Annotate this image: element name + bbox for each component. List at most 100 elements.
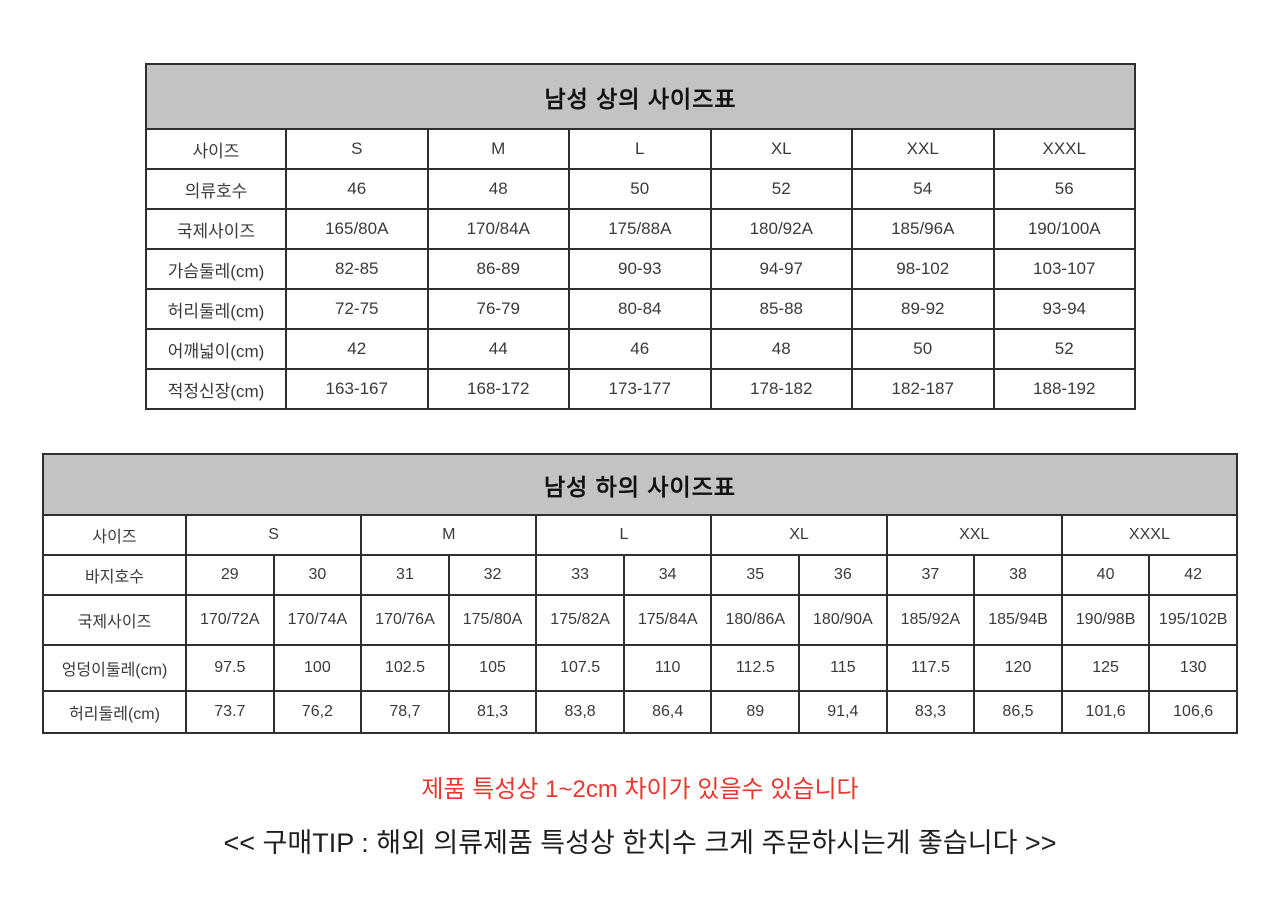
table-cell: 89 [710,690,801,734]
table-cell: 86,5 [973,690,1063,734]
table-cell: 91,4 [798,690,888,734]
table-cell: 54 [851,168,995,210]
row-label: 어깨넓이(cm) [145,328,287,370]
table-cell: 78,7 [360,690,450,734]
table-cell: 76,2 [272,690,363,734]
table-cell: 40 [1060,554,1151,596]
table-cell: 32 [447,554,538,596]
size-header-cell: L [535,514,713,556]
size-header-cell: M [360,514,538,556]
table-cell: 50 [568,168,712,210]
table-cell: 85-88 [709,288,853,330]
table-cell: 50 [851,328,995,370]
table-cell: 170/74A [272,594,363,646]
table-cell: 93-94 [992,288,1136,330]
mens-bottom-table-title: 남성 하의 사이즈표 [42,453,1238,516]
table-cell: XXXL [992,128,1136,170]
mens-top-size-table: 남성 상의 사이즈표 사이즈 S M L XL XXL XXXL 의류호수 46 48 50 52 54… [145,63,1136,410]
table-cell: M [426,128,570,170]
table-row: 국제사이즈 165/80A 170/84A 175/88A 180/92A 185/96A… [145,208,1136,250]
table-cell: 86-89 [426,248,570,290]
table-row: 사이즈 S M L XL XXL XXXL [42,514,1239,556]
row-label: 허리둘레(cm) [42,690,187,734]
table-cell: L [568,128,712,170]
row-label: 사이즈 [42,514,187,556]
table-cell: 73.7 [185,690,275,734]
table-cell: 102.5 [360,644,450,692]
table-cell: 120 [973,644,1063,692]
table-cell: 185/92A [885,594,976,646]
table-cell: 36 [798,554,888,596]
table-cell: 180/86A [710,594,801,646]
table-row: 의류호수 46 48 50 52 54 56 [145,168,1136,210]
table-cell: 106,6 [1148,690,1238,734]
table-cell: 185/94B [973,594,1063,646]
table-cell: 168-172 [426,368,570,410]
mens-top-table-title: 남성 상의 사이즈표 [145,63,1136,130]
table-cell: 52 [709,168,853,210]
mens-bottom-size-table: 남성 하의 사이즈표 사이즈 S M L XL XXL XXXL 바지호수 29 30 31 32 33… [42,453,1239,734]
purchase-tip-text: << 구매TIP : 해외 의류제품 특성상 한치수 크게 주문하시는게 좋습니… [223,828,1057,858]
table-cell: 180/92A [709,208,853,250]
table-cell: 163-167 [285,368,429,410]
table-row: 어깨넓이(cm) 42 44 46 48 50 52 [145,328,1136,370]
table-cell: 125 [1060,644,1151,692]
table-cell: 76-79 [426,288,570,330]
table-cell: 195/102B [1148,594,1238,646]
size-header-cell: XL [710,514,888,556]
table-cell: 48 [709,328,853,370]
row-label: 적정신장(cm) [145,368,287,410]
table-cell: 46 [568,328,712,370]
table-cell: 182-187 [851,368,995,410]
table-row: 엉덩이둘레(cm) 97.5 100 102.5 105 107.5 110 112.5 115… [42,644,1238,692]
table-cell: 42 [285,328,429,370]
table-cell: 89-92 [851,288,995,330]
table-cell: 170/72A [185,594,275,646]
table-cell: 33 [535,554,625,596]
table-cell: 180/90A [798,594,888,646]
table-cell: 86,4 [622,690,713,734]
table-cell: 31 [360,554,450,596]
row-label: 바지호수 [42,554,187,596]
row-label: 엉덩이둘레(cm) [42,644,187,692]
table-cell: 188-192 [992,368,1136,410]
table-cell: 98-102 [851,248,995,290]
table-cell: 185/96A [851,208,995,250]
table-cell: XXL [851,128,995,170]
table-cell: 107.5 [535,644,625,692]
table-cell: 34 [622,554,713,596]
table-cell: XL [709,128,853,170]
table-cell: 44 [426,328,570,370]
table-cell: 165/80A [285,208,429,250]
table-row: 사이즈 S M L XL XXL XXXL [145,128,1136,170]
row-label: 국제사이즈 [42,594,187,646]
table-cell: 112.5 [710,644,801,692]
table-cell: 83,3 [885,690,976,734]
table-cell: 83,8 [535,690,625,734]
table-cell: 190/98B [1060,594,1151,646]
table-cell: 37 [885,554,976,596]
table-cell: 115 [798,644,888,692]
size-header-cell: XXL [885,514,1063,556]
table-cell: 35 [710,554,801,596]
table-cell: 100 [272,644,363,692]
table-cell: 81,3 [447,690,538,734]
table-row: 허리둘레(cm) 73.7 76,2 78,7 81,3 83,8 86,4 89 91,4 83… [42,690,1238,734]
table-cell: 178-182 [709,368,853,410]
table-cell: 56 [992,168,1136,210]
table-cell: 80-84 [568,288,712,330]
row-label: 의류호수 [145,168,287,210]
table-cell: 38 [973,554,1063,596]
table-cell: 190/100A [992,208,1136,250]
table-cell: 94-97 [709,248,853,290]
table-cell: 110 [622,644,713,692]
table-cell: 48 [426,168,570,210]
table-cell: 46 [285,168,429,210]
table-cell: 170/76A [360,594,450,646]
size-header-cell: XXXL [1060,514,1239,556]
table-cell: 105 [447,644,538,692]
table-cell: 175/82A [535,594,625,646]
table-cell: 97.5 [185,644,275,692]
table-cell: 72-75 [285,288,429,330]
